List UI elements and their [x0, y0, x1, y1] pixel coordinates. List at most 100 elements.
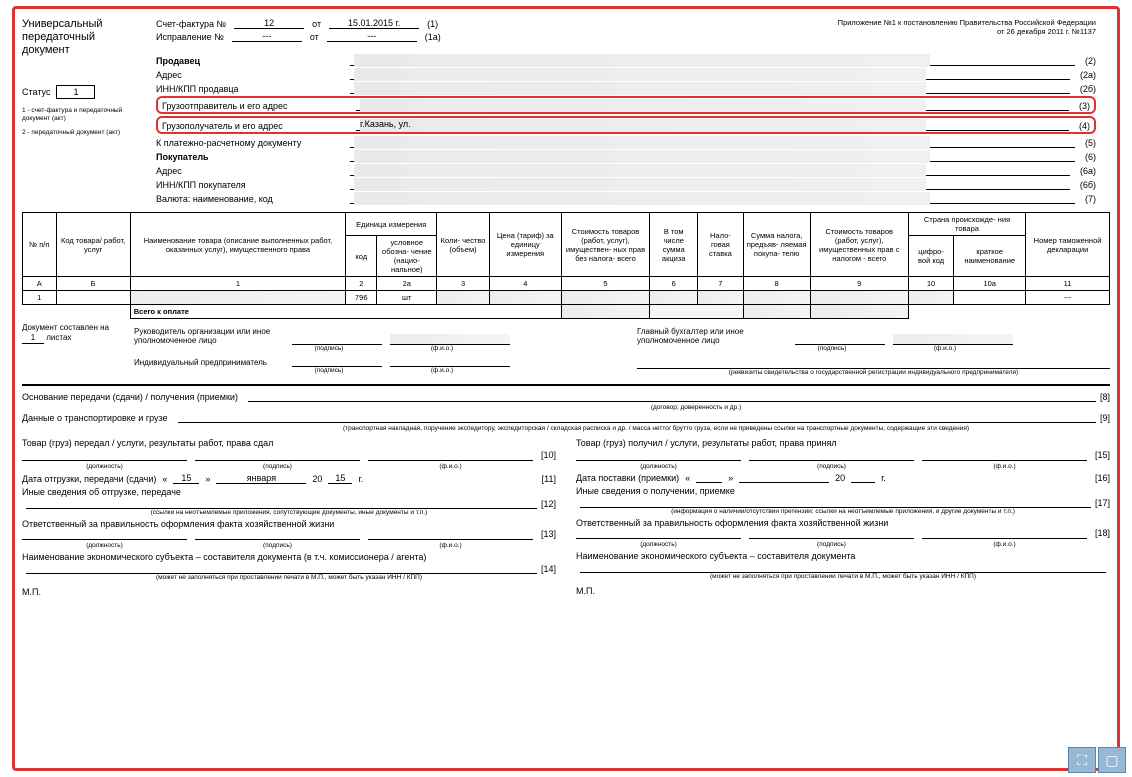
table-cell: 1 — [23, 291, 57, 305]
sig-acc-label: Главный бухгалтер или иное уполномоченно… — [637, 327, 787, 345]
field-label: Покупатель — [156, 152, 346, 162]
total-label: Всего к оплате — [130, 305, 561, 319]
bottom-left: Товар (груз) передал / услуги, результат… — [22, 438, 556, 597]
letter-cell: 8 — [743, 277, 810, 291]
th-cost-notax: Стоимость товаров (работ, услуг), имущес… — [561, 213, 650, 277]
table-body: 1796шт--- — [23, 291, 1110, 305]
letter-cell: 9 — [810, 277, 908, 291]
pages-suffix: листах — [46, 333, 71, 342]
l-sign: (подпись) — [195, 463, 360, 470]
r-resp-ref: [18] — [1095, 528, 1110, 548]
status-note-1: 1 - счет-фактура и передаточный документ… — [22, 107, 142, 123]
table-cell — [56, 291, 130, 305]
l-fio2: (ф.и.о.) — [368, 542, 533, 549]
th-unit-group: Единица измерения — [346, 213, 437, 236]
r-other-caption: (информация о наличии/отсутствии претенз… — [576, 508, 1110, 515]
table-cell — [561, 291, 650, 305]
table-cell — [489, 291, 561, 305]
cap-sign-3: (подпись) — [787, 345, 877, 352]
invoice-date-label: от — [312, 19, 321, 29]
table-cell — [908, 291, 953, 305]
ship-year: 15 — [328, 473, 352, 484]
r-pos: (должность) — [576, 463, 741, 470]
l-subj-ref: [14] — [541, 564, 556, 574]
letter-cell: 10 — [908, 277, 953, 291]
invoice-label: Счет-фактура № — [156, 19, 226, 29]
th-code: Код товара/ работ, услуг — [56, 213, 130, 277]
l-pos: (должность) — [22, 463, 187, 470]
th-country-group: Страна происхожде- ния товара — [908, 213, 1025, 236]
decree-note-2: от 26 декабря 2011 г. №1137 — [838, 27, 1096, 36]
recv-month — [739, 482, 829, 483]
sig-ip-label: Индивидуальный предприниматель — [134, 358, 284, 367]
letter-cell: Б — [56, 277, 130, 291]
l-other-ref: [12] — [541, 499, 556, 509]
status-label: Статус — [22, 87, 50, 97]
r-fio: (ф.и.о.) — [922, 463, 1087, 470]
basis-row: Основание передачи (сдачи) / получения (… — [22, 390, 1110, 402]
recv-date-ref: [16] — [1095, 473, 1110, 483]
th-taxrate: Нало- говая ставка — [698, 213, 743, 277]
field-row: К платежно-расчетному документу (5) — [156, 136, 1096, 148]
field-value — [356, 99, 1069, 111]
transport-value — [178, 411, 1096, 423]
invoice-ref: (1) — [427, 19, 438, 29]
field-row: Адрес (2а) — [156, 68, 1096, 80]
gave-ref: [10] — [541, 450, 556, 470]
decree-note: Приложение №1 к постановлению Правительс… — [838, 18, 1096, 36]
table-row: 1796шт--- — [23, 291, 1110, 305]
th-decl: Номер таможенной декларации — [1026, 213, 1110, 277]
invoice-date: 15.01.2015 г. — [329, 18, 419, 29]
r-resp-label: Ответственный за правильность оформления… — [576, 518, 1110, 528]
bottom-right: Товар (груз) получил / услуги, результат… — [576, 438, 1110, 597]
corr-ref: (1а) — [425, 32, 441, 42]
status-note-2: 2 - передаточный документ (акт) — [22, 129, 142, 137]
sig-ip-sign — [292, 356, 382, 367]
letter-cell: 4 — [489, 277, 561, 291]
field-row: Покупатель (6) — [156, 150, 1096, 162]
th-no: № п/п — [23, 213, 57, 277]
th-taxsum: Сумма налога, предъяв- ляемая покупа- те… — [743, 213, 810, 277]
letter-cell: 7 — [698, 277, 743, 291]
l-other-label: Иные сведения об отгрузке, передаче — [22, 487, 556, 497]
corr-date-label: от — [310, 32, 319, 42]
th-unit-name: условное обозна- чение (нацио- нальное) — [377, 236, 437, 277]
ship-y-suffix: г. — [358, 474, 363, 484]
cap-sign-2: (подпись) — [284, 367, 374, 374]
got-label: Товар (груз) получил / услуги, результат… — [576, 438, 1110, 448]
th-qty: Коли- чество (объем) — [437, 213, 490, 277]
field-row: Валюта: наименование, код (7) — [156, 192, 1096, 204]
corr-date: --- — [327, 31, 417, 42]
field-ref: (6б) — [1080, 180, 1096, 190]
cap-sign-1: (подпись) — [284, 345, 374, 352]
ship-month: января — [216, 473, 306, 484]
l-resp-label: Ответственный за правильность оформления… — [22, 519, 556, 529]
l-other-caption: (ссылки на неотъемлемые приложения, сопу… — [22, 509, 556, 516]
l-subj-label: Наименование экономического субъекта – с… — [22, 552, 556, 562]
table-cell — [650, 291, 698, 305]
corr-label: Исправление № — [156, 32, 224, 42]
table-cell: шт — [377, 291, 437, 305]
l-pos2: (должность) — [22, 542, 187, 549]
field-row: ИНН/КПП покупателя (6б) — [156, 178, 1096, 190]
got-ref: [15] — [1095, 450, 1110, 470]
field-value — [350, 54, 1075, 66]
field-label: Грузоотправитель и его адрес — [162, 101, 352, 111]
r-mp: М.П. — [576, 586, 1110, 596]
ip-requisites-line — [637, 358, 1110, 369]
fullscreen-button[interactable]: ⛶ — [1068, 747, 1096, 773]
letter-cell: 3 — [437, 277, 490, 291]
field-ref: (6) — [1085, 152, 1096, 162]
sig-head-fio — [390, 334, 510, 345]
field-label: Адрес — [156, 70, 346, 80]
nav-button[interactable]: ▢ — [1098, 747, 1126, 773]
field-ref: (3) — [1079, 101, 1090, 111]
table-cell: 796 — [346, 291, 377, 305]
header: Универсальный передаточный документ Стат… — [22, 18, 1110, 206]
table-cell — [810, 291, 908, 305]
cap-fio-3: (ф.и.о.) — [885, 345, 1005, 352]
r-sign: (подпись) — [749, 463, 914, 470]
hdr-right-col: Приложение №1 к постановлению Правительс… — [156, 18, 1096, 206]
field-value — [350, 68, 1070, 80]
field-ref: (7) — [1085, 194, 1096, 204]
